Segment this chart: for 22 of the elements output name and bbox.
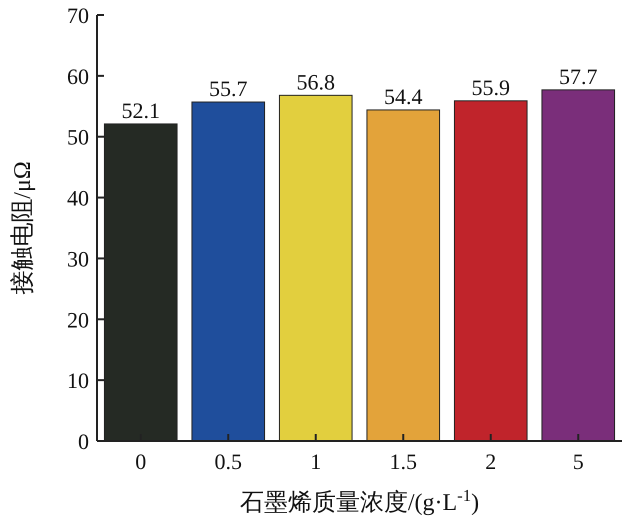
data-label: 55.7 [209,76,248,102]
y-tick-label: 50 [67,124,89,150]
data-label: 55.9 [472,74,510,100]
x-tick-label: 1.5 [390,449,417,474]
y-tick-label: 60 [67,64,89,89]
x-tick-label: 0.5 [214,449,242,474]
data-label: 54.4 [384,84,422,109]
data-label: 56.8 [296,69,335,94]
x-tick-label: 1 [310,449,322,474]
x-tick-label: 2 [485,449,496,474]
data-label: 57.7 [559,64,598,89]
x-tick-label: 0 [135,449,146,474]
y-tick-label: 30 [67,246,89,272]
y-tick-label: 20 [67,307,89,332]
y-tick-label: 40 [67,186,89,211]
x-axis-title: 石墨烯质量浓度/(g·L$^{-1}$) [240,486,480,516]
y-axis-title: 接触电阻/μΩ [9,161,36,295]
y-tick-label: 10 [67,368,89,394]
y-tick-label: 0 [78,429,89,454]
data-label: 52.1 [122,98,160,123]
y-tick-label: 70 [67,3,89,28]
x-tick-label: 5 [572,449,584,474]
